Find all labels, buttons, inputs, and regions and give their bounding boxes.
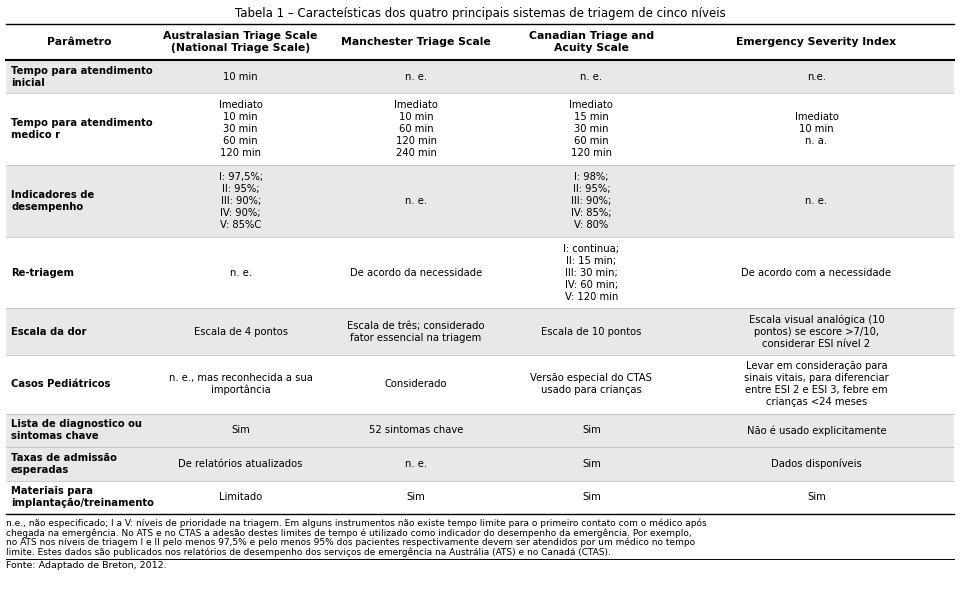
Text: n. e.: n. e. <box>405 459 427 469</box>
Text: 10 min: 10 min <box>224 72 258 81</box>
Text: n. e.: n. e. <box>405 196 427 206</box>
Text: Dados disponíveis: Dados disponíveis <box>771 458 862 469</box>
Text: Manchester Triage Scale: Manchester Triage Scale <box>341 37 491 47</box>
Text: De relatórios atualizados: De relatórios atualizados <box>179 459 302 469</box>
Bar <box>6 165 954 237</box>
Text: Lista de diagnostico ou
sintomas chave: Lista de diagnostico ou sintomas chave <box>11 420 142 441</box>
Text: Emergency Severity Index: Emergency Severity Index <box>736 37 897 47</box>
Text: chegada na emergência. No ATS e no CTAS a adesão destes limites de tempo é utili: chegada na emergência. No ATS e no CTAS … <box>6 528 691 538</box>
Text: Tabela 1 – Caracteísticas dos quatro principais sistemas de triagem de cinco nív: Tabela 1 – Caracteísticas dos quatro pri… <box>234 7 726 20</box>
Text: limite. Estes dados são publicados nos relatórios de desempenho dos serviços de : limite. Estes dados são publicados nos r… <box>6 547 611 557</box>
Text: n. e., mas reconhecida a sua
importância: n. e., mas reconhecida a sua importância <box>169 373 313 395</box>
Text: Escala de 10 pontos: Escala de 10 pontos <box>541 326 641 337</box>
Text: Sim: Sim <box>807 492 826 502</box>
Text: Canadian Triage and
Acuity Scale: Canadian Triage and Acuity Scale <box>529 31 654 54</box>
Text: Tempo para atendimento
inicial: Tempo para atendimento inicial <box>11 66 153 88</box>
Text: Considerado: Considerado <box>385 379 447 389</box>
Text: I: continua;
II: 15 min;
III: 30 min;
IV: 60 min;
V: 120 min: I: continua; II: 15 min; III: 30 min; IV… <box>564 244 619 302</box>
Text: n. e.: n. e. <box>581 72 603 81</box>
Text: n. e.: n. e. <box>229 268 252 278</box>
Text: Escala de 4 pontos: Escala de 4 pontos <box>194 326 288 337</box>
Bar <box>6 60 954 94</box>
Text: De acordo com a necessidade: De acordo com a necessidade <box>741 268 892 278</box>
Text: n. e.: n. e. <box>405 72 427 81</box>
Text: Materiais para
implantação/treinamento: Materiais para implantação/treinamento <box>11 486 154 508</box>
Text: n.e.: n.e. <box>807 72 826 81</box>
Text: Re-triagem: Re-triagem <box>11 268 74 278</box>
Text: 52 sintomas chave: 52 sintomas chave <box>369 426 463 435</box>
Bar <box>6 447 954 480</box>
Text: Sim: Sim <box>582 459 601 469</box>
Text: Taxas de admissão
esperadas: Taxas de admissão esperadas <box>11 453 117 475</box>
Text: Limitado: Limitado <box>219 492 262 502</box>
Text: Sim: Sim <box>582 492 601 502</box>
Text: n.e., não especificado; I a V: níveis de prioridade na triagem. Em alguns instru: n.e., não especificado; I a V: níveis de… <box>6 519 707 528</box>
Text: I: 98%;
II: 95%;
III: 90%;
IV: 85%;
V: 80%: I: 98%; II: 95%; III: 90%; IV: 85%; V: 8… <box>571 172 612 230</box>
Text: De acordo da necessidade: De acordo da necessidade <box>349 268 482 278</box>
Text: Não é usado explicitamente: Não é usado explicitamente <box>747 425 886 435</box>
Text: Tempo para atendimento
medico r: Tempo para atendimento medico r <box>11 119 153 140</box>
Text: Escala visual analógica (10
pontos) se escore >7/10,
considerar ESI nível 2: Escala visual analógica (10 pontos) se e… <box>749 314 884 349</box>
Bar <box>6 413 954 447</box>
Bar <box>6 308 954 354</box>
Text: Fonte: Adaptado de Breton, 2012.: Fonte: Adaptado de Breton, 2012. <box>6 561 167 570</box>
Text: Sim: Sim <box>231 426 250 435</box>
Text: Imediato
15 min
30 min
60 min
120 min: Imediato 15 min 30 min 60 min 120 min <box>569 100 613 158</box>
Text: Escala de três; considerado
fator essencial na triagem: Escala de três; considerado fator essenc… <box>348 320 485 342</box>
Text: Versão especial do CTAS
usado para crianças: Versão especial do CTAS usado para crian… <box>531 373 653 395</box>
Text: Indicadores de
desempenho: Indicadores de desempenho <box>11 190 94 212</box>
Text: Casos Pediátricos: Casos Pediátricos <box>11 379 110 389</box>
Text: Parâmetro: Parâmetro <box>47 37 111 47</box>
Text: no ATS nos níveis de triagem I e II pelo menos 97,5% e pelo menos 95% dos pacien: no ATS nos níveis de triagem I e II pelo… <box>6 538 695 547</box>
Text: Levar em consideração para
sinais vitais, para diferenciar
entre ESI 2 e ESI 3, : Levar em consideração para sinais vitais… <box>744 361 889 407</box>
Text: Imediato
10 min
30 min
60 min
120 min: Imediato 10 min 30 min 60 min 120 min <box>219 100 263 158</box>
Text: Imediato
10 min
n. a.: Imediato 10 min n. a. <box>795 112 838 147</box>
Text: I: 97,5%;
II: 95%;
III: 90%;
IV: 90%;
V: 85%C: I: 97,5%; II: 95%; III: 90%; IV: 90%; V:… <box>219 172 263 230</box>
Text: Escala da dor: Escala da dor <box>11 326 86 337</box>
Text: Imediato
10 min
60 min
120 min
240 min: Imediato 10 min 60 min 120 min 240 min <box>394 100 438 158</box>
Text: n. e.: n. e. <box>805 196 828 206</box>
Text: Australasian Triage Scale
(National Triage Scale): Australasian Triage Scale (National Tria… <box>163 31 318 54</box>
Text: Sim: Sim <box>407 492 425 502</box>
Text: Sim: Sim <box>582 426 601 435</box>
